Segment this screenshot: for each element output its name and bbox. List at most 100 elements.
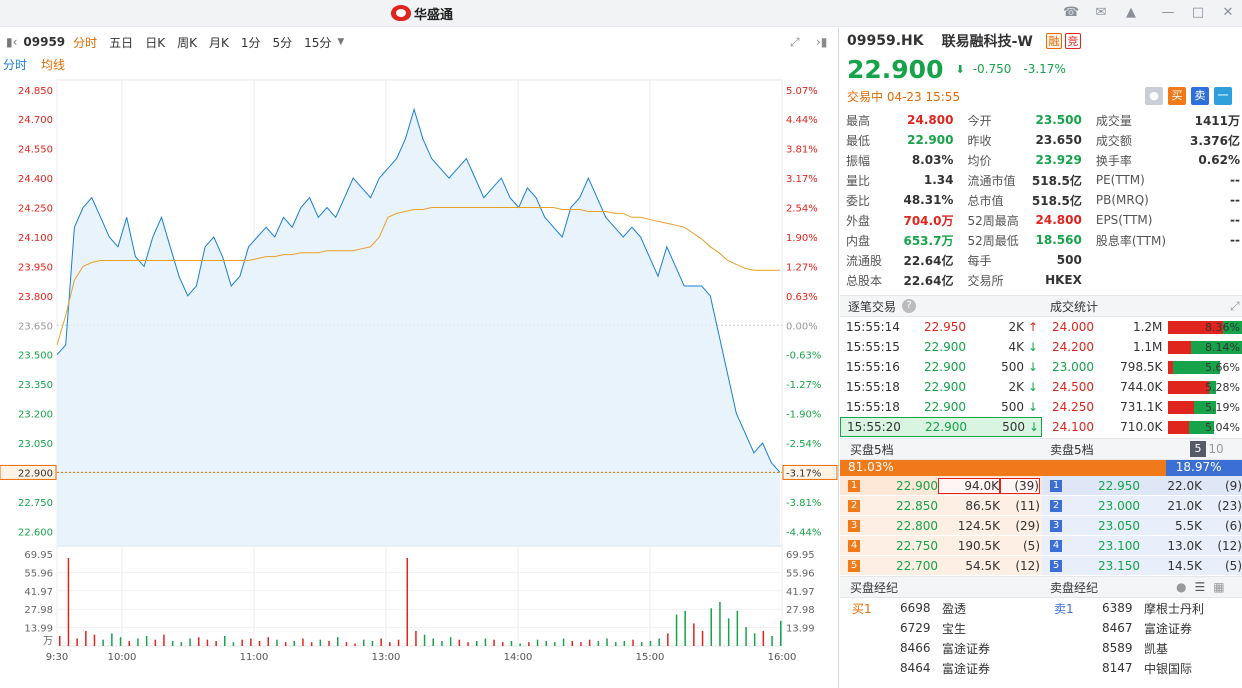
sell-broker-row[interactable]: 8589 凯基 <box>1042 638 1242 658</box>
stat-label: 量比 <box>846 173 871 188</box>
volstat-pct: 5.28% <box>1205 380 1240 394</box>
vol-tick-label-right: 55.96 <box>786 568 815 579</box>
volume-bar <box>76 638 78 646</box>
volstats-title: 成交统计 <box>1050 299 1099 314</box>
depth-5-button[interactable]: 5 <box>1190 441 1206 457</box>
trade-volume: 500 <box>1002 420 1025 434</box>
close-icon[interactable]: ✕ <box>1222 5 1234 20</box>
trades-title: 逐笔交易 <box>848 299 897 314</box>
buy-broker-row[interactable]: 8464 富途证券 <box>840 658 1042 678</box>
buy-broker-row[interactable]: 6729 宝生 <box>840 618 1042 638</box>
tab-6[interactable]: 5分 <box>272 35 293 50</box>
volume-bar <box>406 558 408 646</box>
volstat-price: 24.000 <box>1052 320 1094 334</box>
sell-broker-row[interactable]: 8147 中银国际 <box>1042 658 1242 678</box>
indicator-timeline[interactable]: 分时 <box>3 58 28 72</box>
volstat-bar: 8.14% <box>1168 340 1242 354</box>
sell-button[interactable]: 卖 <box>1191 87 1209 105</box>
stats-table: 最高 24.800 今开 23.500 成交量 1411万 最低 22.900 昨收 23.650… <box>844 110 1242 290</box>
stat-label: 52周最低 <box>967 233 1019 248</box>
maximize-icon[interactable]: □ <box>1191 5 1205 20</box>
trade-volume: 4K <box>1008 340 1024 354</box>
volume-bar <box>476 641 478 646</box>
ask-price: 23.100 <box>1098 538 1140 553</box>
stat-label: 成交额 <box>1095 133 1132 148</box>
trade-row: 15:55:14 22.950 2K ↑ <box>840 317 1042 337</box>
chevron-down-icon[interactable]: ▼ <box>337 37 345 47</box>
tab-0[interactable]: 分时 <box>73 35 98 50</box>
person-icon[interactable]: ● <box>1176 580 1187 594</box>
current-price: 22.900 <box>847 54 944 84</box>
volume-bar <box>284 642 287 646</box>
list-view-icon[interactable]: ☰ <box>1194 580 1206 594</box>
stats-row: 流通股 22.64亿 每手 500 <box>844 250 1242 270</box>
buy-broker-row[interactable]: 买1 6698 盈透 <box>840 598 1042 618</box>
stat-value: HKEX <box>1045 273 1082 287</box>
volstat-bar: 8.36% <box>1168 320 1242 334</box>
arrow-down-icon: ↓ <box>1028 340 1039 354</box>
x-tick-label: 13:00 <box>372 652 401 663</box>
volume-bar <box>545 641 547 646</box>
trade-row: 15:55:18 22.900 2K ↓ <box>840 377 1042 397</box>
expand-volstats-icon[interactable]: ⤢ <box>1230 298 1240 313</box>
arrow-down-icon: ↓ <box>1028 360 1039 374</box>
volume-bar <box>354 643 356 646</box>
bid-volume: 124.5K <box>957 518 1000 533</box>
ask-volume: 22.0K <box>1167 478 1202 493</box>
expand-icon[interactable]: ⤢ <box>790 34 800 49</box>
volstat-price: 24.200 <box>1052 340 1094 354</box>
collapse-left-icon[interactable]: ▮‹ <box>6 35 18 49</box>
y-tick-label: 23.950 <box>18 262 53 273</box>
collapse-right-icon[interactable]: ›▮ <box>816 35 828 49</box>
headset-icon[interactable]: ☎ <box>1063 5 1080 20</box>
volume-bar <box>171 641 174 646</box>
minimize-icon[interactable]: — <box>1161 5 1175 20</box>
stat-label: PB(MRQ) <box>1095 193 1149 207</box>
tab-7[interactable]: 15分 <box>304 35 332 50</box>
volstat-volume: 710.0K <box>1120 420 1163 434</box>
ask-ratio: 18.97% <box>1165 460 1242 476</box>
pct-tick-label: -0.63% <box>786 351 821 362</box>
x-tick-label: 16:00 <box>768 652 797 663</box>
average-line <box>56 207 780 346</box>
volume-bar <box>597 641 600 646</box>
bid-level-number: 5 <box>848 559 860 572</box>
help-icon[interactable]: ? <box>902 299 917 313</box>
ask-level-row: 2 23.000 21.0K (23) <box>1042 496 1242 516</box>
stat-label: 股息率(TTM) <box>1095 233 1167 248</box>
buy-broker-level: 买1 <box>852 601 872 616</box>
bell-icon[interactable]: ● <box>1145 87 1163 105</box>
bid-level-number: 4 <box>848 539 860 552</box>
vol-tick-label: 41.97 <box>24 587 53 598</box>
volume-bar <box>458 639 461 646</box>
volume-bar <box>232 642 235 646</box>
tab-2[interactable]: 日K <box>145 35 166 50</box>
mail-icon[interactable]: ✉ <box>1095 5 1107 20</box>
volume-bar <box>727 618 730 646</box>
more-button[interactable]: 一 <box>1214 87 1232 105</box>
stat-value <box>1168 250 1242 270</box>
buy-broker-row[interactable]: 8466 富途证券 <box>840 638 1042 658</box>
buy-button[interactable]: 买 <box>1168 87 1186 105</box>
tab-4[interactable]: 月K <box>208 35 229 50</box>
volstat-sell-fill <box>1191 340 1242 354</box>
volume-bar <box>206 639 209 646</box>
stat-value: 500 <box>1056 253 1082 267</box>
pct-tick-label: 3.81% <box>786 145 818 156</box>
tab-1[interactable]: 五日 <box>109 35 134 50</box>
depth-10-button[interactable]: 10 <box>1208 442 1224 456</box>
sell-broker-row[interactable]: 卖1 6389 摩根士丹利 <box>1042 598 1242 618</box>
tab-3[interactable]: 周K <box>177 35 197 50</box>
trade-volume: 2K <box>1008 320 1024 334</box>
sell-broker-row[interactable]: 8467 富途证券 <box>1042 618 1242 638</box>
price-change-pct: -3.17% <box>1023 62 1066 76</box>
sell-broker-name: 凯基 <box>1144 641 1169 656</box>
intraday-chart[interactable]: 24.850 5.07% 24.700 4.44% 24.550 3.81% 24.400 3… <box>0 76 839 688</box>
shirt-icon[interactable]: ▲ <box>1126 5 1136 20</box>
grid-view-icon[interactable]: ▦ <box>1213 580 1225 594</box>
indicator-average[interactable]: 均线 <box>41 58 66 72</box>
tab-5[interactable]: 1分 <box>240 35 261 50</box>
trade-price: 22.900 <box>924 380 966 394</box>
volume-bar <box>67 558 70 646</box>
volume-bar <box>380 638 382 646</box>
